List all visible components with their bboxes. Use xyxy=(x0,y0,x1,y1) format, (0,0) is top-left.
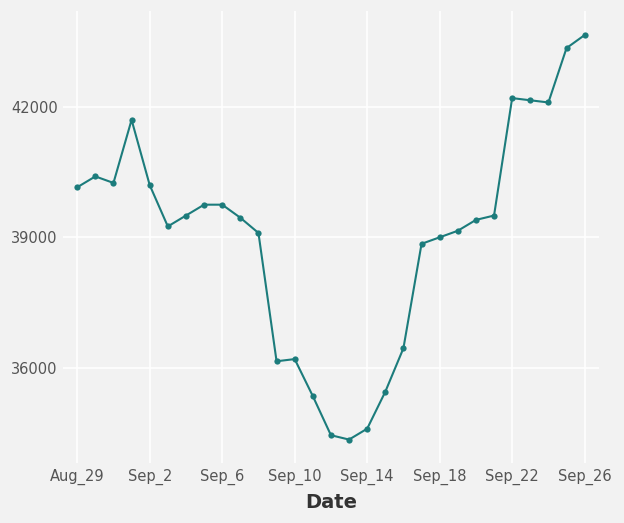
X-axis label: Date: Date xyxy=(305,493,357,512)
